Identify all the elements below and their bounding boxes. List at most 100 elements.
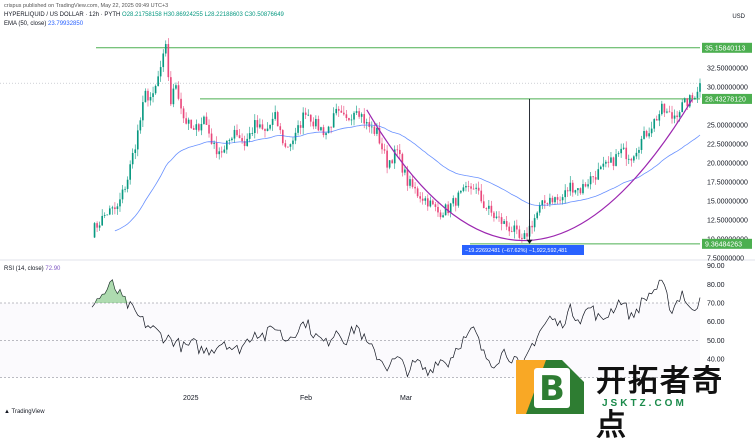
candle-body <box>638 149 640 153</box>
candle-body <box>561 197 564 201</box>
candle-body <box>493 212 495 219</box>
candle-body <box>592 176 594 178</box>
candle-body <box>302 112 304 128</box>
x-axis-label: 2025 <box>183 395 199 402</box>
candle-body <box>226 140 228 150</box>
level-badge <box>702 238 752 249</box>
price-tick-label: 25.00000000 <box>707 123 748 130</box>
level-label: 35.15840113 <box>705 45 745 52</box>
candle-body <box>424 198 427 201</box>
candle-body <box>233 129 236 139</box>
candle-body <box>429 200 432 207</box>
candle-body <box>434 204 437 207</box>
candle-body <box>406 169 409 186</box>
candle-body <box>564 190 566 198</box>
candle-body <box>103 215 106 216</box>
candle-body <box>500 217 503 224</box>
candle-body <box>653 119 656 129</box>
candle-body <box>678 112 681 118</box>
candle-body <box>643 130 645 139</box>
candle-body <box>309 114 312 122</box>
candle-body <box>164 44 167 54</box>
level-label: 28.43278120 <box>705 96 746 103</box>
candle-body <box>503 221 505 224</box>
candle-body <box>467 185 470 187</box>
price-tick-label: 20.00000000 <box>707 161 748 168</box>
price-tick-label: 30.00000000 <box>707 85 748 92</box>
candle-body <box>482 201 485 209</box>
rsi-tick-label: 40.00 <box>707 356 725 363</box>
candle-body <box>93 223 96 238</box>
candle-body <box>195 124 198 130</box>
watermark-subtext: JSKTZ.COM <box>602 398 687 409</box>
candle-body <box>472 188 475 190</box>
price-tick-label: 17.50000000 <box>707 180 748 187</box>
candle-body <box>373 126 376 134</box>
candle-body <box>256 120 259 128</box>
candle-body <box>523 233 526 240</box>
candle-body <box>343 112 345 115</box>
candle-body <box>124 188 126 190</box>
candle-body <box>238 135 241 139</box>
candle-body <box>190 119 193 129</box>
candle-body <box>243 141 246 147</box>
candle-body <box>381 143 383 150</box>
candle-body <box>597 169 600 180</box>
currency-label: USD <box>732 14 745 20</box>
price-chart[interactable]: 32.50000000 30.00000000 25.00000000 22.5000… <box>0 0 755 419</box>
candle-body <box>139 120 142 131</box>
candle-body <box>175 85 177 89</box>
symbol-line: HYPERLIQUID / US DOLLAR · 12h · PYTH O28… <box>4 12 284 18</box>
candle-body <box>162 53 165 68</box>
candle-body <box>228 140 231 141</box>
candle-body <box>142 102 144 121</box>
candle-body <box>419 196 421 199</box>
candle-body <box>589 176 592 185</box>
candle-body <box>620 148 622 154</box>
candle-body <box>108 208 111 215</box>
candle-body <box>378 127 381 144</box>
candle-body <box>521 237 523 240</box>
candle-body <box>325 133 327 136</box>
candle-body <box>335 108 338 114</box>
candle-body <box>661 103 663 115</box>
candle-body <box>526 233 528 237</box>
candle-body <box>348 118 350 121</box>
candle-body <box>694 97 696 99</box>
candle-body <box>259 124 261 128</box>
candle-body <box>320 127 322 131</box>
price-tick-label: 7.50000000 <box>707 256 744 263</box>
candle-body <box>185 118 187 124</box>
candle-body <box>147 90 149 101</box>
candle-body <box>470 186 472 189</box>
candle-body <box>508 226 511 232</box>
x-axis-label: Mar <box>400 395 413 402</box>
candle-body <box>432 200 434 205</box>
symbol-name: HYPERLIQUID / US DOLLAR · 12h · PYTH <box>4 12 121 18</box>
candle-body <box>114 207 116 210</box>
candle-body <box>612 157 615 166</box>
candle-body <box>543 200 546 204</box>
candle-body <box>579 188 582 194</box>
candle-body <box>134 149 137 153</box>
svg-text:B: B <box>539 369 565 409</box>
candle-body <box>447 204 449 214</box>
candle-body <box>172 88 175 105</box>
ohlc-open: O28.21758158 <box>122 12 162 18</box>
candle-body <box>396 149 399 151</box>
rsi-tick-label: 90.00 <box>707 263 725 270</box>
candle-body <box>615 154 617 166</box>
candle-body <box>536 212 539 219</box>
candle-body <box>569 182 572 192</box>
candle-body <box>279 126 282 131</box>
candle-body <box>602 163 605 167</box>
candle-body <box>554 197 556 203</box>
candle-body <box>287 146 289 148</box>
tradingview-logo: ▲ TradingView <box>4 409 45 415</box>
candle-body <box>510 231 513 233</box>
candle-body <box>577 188 579 191</box>
rsi-value: 72.90 <box>45 266 61 272</box>
candle-body <box>666 111 668 113</box>
candle-body <box>411 179 414 187</box>
ohlc-close: C30.50876649 <box>244 12 284 18</box>
